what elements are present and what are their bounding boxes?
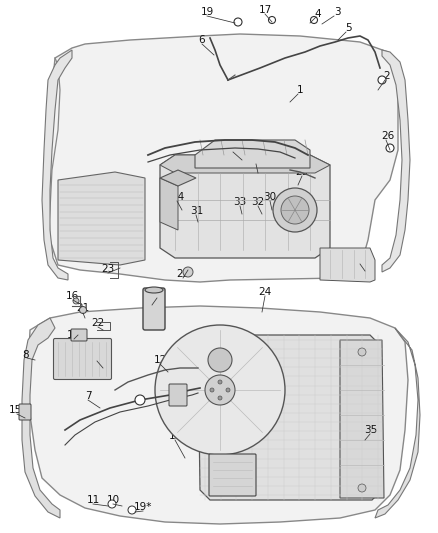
Polygon shape: [160, 155, 330, 173]
Polygon shape: [22, 318, 60, 518]
Text: 1: 1: [297, 85, 303, 95]
Circle shape: [155, 325, 285, 455]
Polygon shape: [375, 328, 420, 518]
Text: 20: 20: [152, 289, 165, 299]
Text: 23: 23: [101, 264, 115, 274]
FancyBboxPatch shape: [169, 384, 187, 406]
Polygon shape: [320, 248, 375, 282]
Circle shape: [135, 395, 145, 405]
Text: 2: 2: [384, 71, 390, 81]
FancyBboxPatch shape: [71, 329, 87, 341]
Text: 27: 27: [249, 155, 263, 165]
Text: 5: 5: [345, 23, 351, 33]
Text: 34: 34: [171, 192, 185, 202]
Circle shape: [268, 17, 276, 23]
Text: 13: 13: [168, 431, 182, 441]
Polygon shape: [160, 155, 330, 258]
Text: 7: 7: [85, 391, 91, 401]
Polygon shape: [198, 335, 382, 500]
Circle shape: [378, 76, 386, 84]
Text: 12: 12: [153, 355, 166, 365]
Text: 31: 31: [191, 206, 204, 216]
Polygon shape: [48, 34, 398, 282]
Text: 17: 17: [258, 5, 272, 15]
Circle shape: [226, 388, 230, 392]
Ellipse shape: [145, 287, 163, 293]
Text: 3: 3: [334, 7, 340, 17]
FancyBboxPatch shape: [19, 404, 31, 420]
Circle shape: [218, 380, 222, 384]
Text: 32: 32: [251, 197, 265, 207]
Text: 19: 19: [90, 352, 104, 362]
Text: 25: 25: [177, 269, 190, 279]
Text: 10: 10: [106, 495, 120, 505]
Text: 28: 28: [226, 142, 240, 152]
Text: 29: 29: [295, 167, 309, 177]
Text: 19: 19: [200, 7, 214, 17]
Polygon shape: [382, 50, 410, 272]
Circle shape: [205, 375, 235, 405]
Polygon shape: [195, 140, 310, 168]
Circle shape: [128, 506, 136, 514]
FancyBboxPatch shape: [209, 454, 256, 496]
Text: 30: 30: [263, 192, 276, 202]
Circle shape: [218, 396, 222, 400]
Text: 16: 16: [65, 291, 79, 301]
Circle shape: [80, 306, 86, 313]
Text: 18: 18: [67, 330, 80, 340]
Text: 35: 35: [360, 262, 374, 272]
Text: 6: 6: [199, 35, 205, 45]
Text: 33: 33: [233, 197, 247, 207]
Circle shape: [210, 388, 214, 392]
FancyBboxPatch shape: [53, 338, 112, 379]
Text: 26: 26: [381, 131, 395, 141]
Text: 8: 8: [23, 350, 29, 360]
Circle shape: [386, 144, 394, 152]
Text: 35: 35: [364, 425, 378, 435]
Circle shape: [273, 188, 317, 232]
Circle shape: [208, 348, 232, 372]
Text: 4: 4: [314, 9, 321, 19]
Text: 11: 11: [86, 495, 99, 505]
FancyBboxPatch shape: [143, 288, 165, 330]
Circle shape: [73, 298, 79, 304]
Polygon shape: [160, 178, 178, 230]
Text: 21: 21: [76, 303, 90, 313]
Circle shape: [311, 17, 318, 23]
Circle shape: [358, 348, 366, 356]
Polygon shape: [42, 50, 72, 280]
Polygon shape: [160, 170, 196, 186]
Text: 15: 15: [8, 405, 21, 415]
Circle shape: [183, 267, 193, 277]
Polygon shape: [28, 306, 408, 524]
Circle shape: [234, 18, 242, 26]
Text: 24: 24: [258, 287, 272, 297]
Circle shape: [108, 500, 116, 508]
Circle shape: [281, 196, 309, 224]
Text: 19*: 19*: [134, 502, 152, 512]
Polygon shape: [58, 172, 145, 265]
Circle shape: [358, 484, 366, 492]
Text: 22: 22: [92, 318, 105, 328]
Polygon shape: [340, 340, 384, 498]
